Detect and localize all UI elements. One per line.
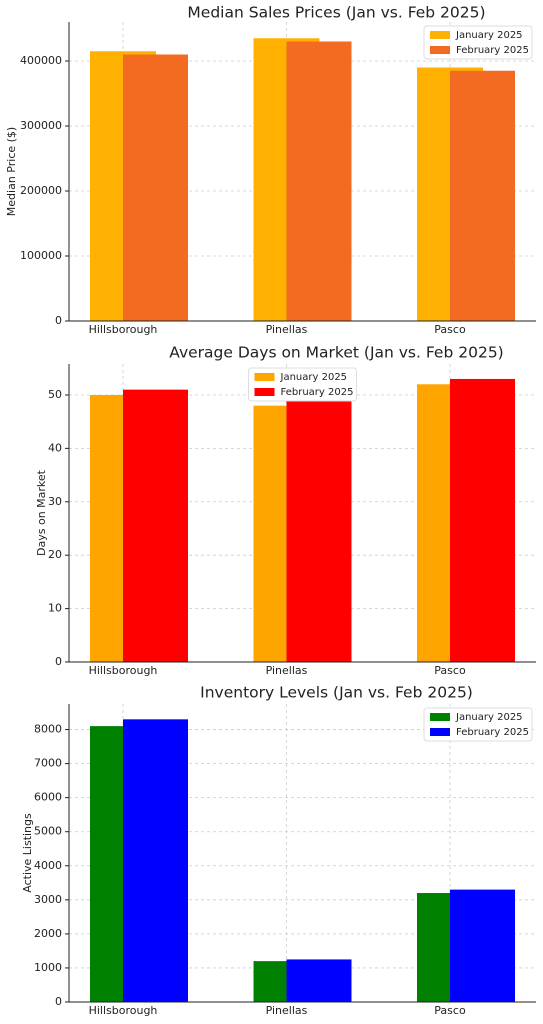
- y-tick-label: 0: [55, 995, 62, 1008]
- y-axis-label: Median Price ($): [5, 127, 18, 216]
- y-tick-label: 30: [48, 495, 62, 508]
- y-tick-label: 300000: [20, 119, 62, 132]
- x-tick-label: Pasco: [434, 323, 466, 336]
- bar: [123, 719, 188, 1002]
- legend-label: February 2025: [456, 727, 529, 738]
- bar: [286, 41, 352, 321]
- legend-label: January 2025: [455, 30, 523, 41]
- y-tick-label: 10: [48, 602, 62, 615]
- legend-swatch: [430, 31, 450, 39]
- legend-swatch: [430, 713, 450, 721]
- y-tick-label: 20: [48, 548, 62, 561]
- legend: January 2025 February 2025: [248, 367, 357, 402]
- y-axis-label: Active Listings: [21, 813, 34, 893]
- y-tick-label: 100000: [20, 249, 62, 262]
- x-tick-label: Pinellas: [266, 323, 308, 336]
- x-tick-label: Pinellas: [266, 1004, 308, 1017]
- legend-box: [423, 707, 533, 742]
- y-tick-label: 5000: [34, 825, 62, 838]
- bar: [286, 959, 352, 1002]
- legend-label: January 2025: [455, 712, 523, 723]
- bar: [286, 400, 352, 662]
- y-tick-label: 50: [48, 388, 62, 401]
- y-tick-label: 7000: [34, 757, 62, 770]
- legend-swatch: [254, 388, 275, 396]
- legend-label: February 2025: [456, 45, 529, 56]
- legend-swatch: [430, 46, 450, 54]
- legend-swatch: [430, 728, 450, 736]
- bar: [450, 70, 515, 321]
- chart-title: Median Sales Prices (Jan vs. Feb 2025): [187, 4, 485, 22]
- y-tick-label: 0: [55, 655, 62, 668]
- x-tick-label: Hillsborough: [89, 664, 158, 677]
- bar: [123, 54, 188, 321]
- y-tick-label: 6000: [34, 791, 62, 804]
- y-tick-label: 8000: [34, 723, 62, 736]
- y-tick-label: 0: [55, 314, 62, 327]
- bar: [450, 889, 515, 1002]
- x-tick-label: Pasco: [434, 1004, 466, 1017]
- bar: [123, 389, 188, 662]
- legend: January 2025 February 2025: [423, 707, 533, 742]
- legend-box: [248, 367, 357, 402]
- legend-label: January 2025: [280, 372, 348, 383]
- legend-box: [423, 25, 533, 60]
- x-tick-label: Pasco: [434, 664, 466, 677]
- chart-title: Average Days on Market (Jan vs. Feb 2025…: [169, 344, 503, 362]
- legend-label: February 2025: [281, 387, 354, 398]
- x-tick-label: Hillsborough: [89, 1004, 158, 1017]
- y-tick-label: 40: [48, 441, 62, 454]
- y-tick-label: 4000: [34, 859, 62, 872]
- bar: [450, 378, 515, 662]
- y-tick-label: 3000: [34, 893, 62, 906]
- y-tick-label: 200000: [20, 184, 62, 197]
- y-tick-label: 400000: [20, 54, 62, 67]
- y-axis-label: Days on Market: [35, 469, 48, 556]
- legend: January 2025 February 2025: [423, 25, 533, 60]
- y-tick-label: 1000: [34, 961, 62, 974]
- legend-swatch: [254, 373, 275, 381]
- y-tick-label: 2000: [34, 927, 62, 940]
- x-tick-label: Hillsborough: [89, 323, 158, 336]
- x-tick-label: Pinellas: [266, 664, 308, 677]
- chart-title: Inventory Levels (Jan vs. Feb 2025): [200, 684, 473, 702]
